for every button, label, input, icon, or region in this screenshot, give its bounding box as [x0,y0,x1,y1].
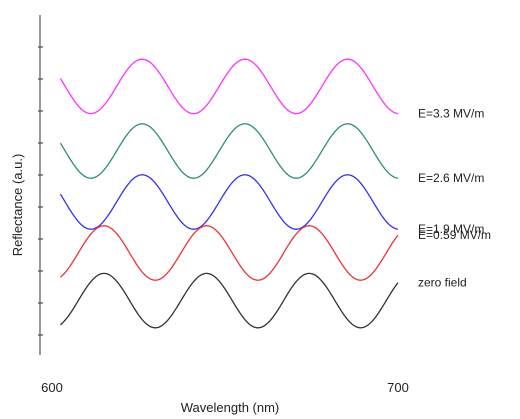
series-layer [59,58,399,329]
x-tick-label-700: 700 [387,380,409,395]
y-axis-title: Reflectance (a.u.) [10,154,25,257]
y-ticks [38,46,43,336]
series-line-2 [59,174,399,230]
x-axis-title: Wavelength (nm) [181,400,280,415]
x-tick-label-600: 600 [41,380,63,395]
legend: E=3.3 MV/m E=2.6 MV/m E=1.9 MV/mE=0.59 MV/… [418,107,491,290]
legend-label-2: E=1.9 MV/m [418,222,484,236]
series-line-1 [59,123,399,179]
series-line-0 [59,58,399,115]
legend-label-3: E=0.59 MV/m [418,228,491,242]
series-line-4 [60,272,399,329]
legend-label-1: E=2.6 MV/m [418,171,484,185]
series-line-3 [60,225,399,281]
legend-label-4: zero field [418,276,467,290]
legend-label-0: E=3.3 MV/m [418,107,484,121]
